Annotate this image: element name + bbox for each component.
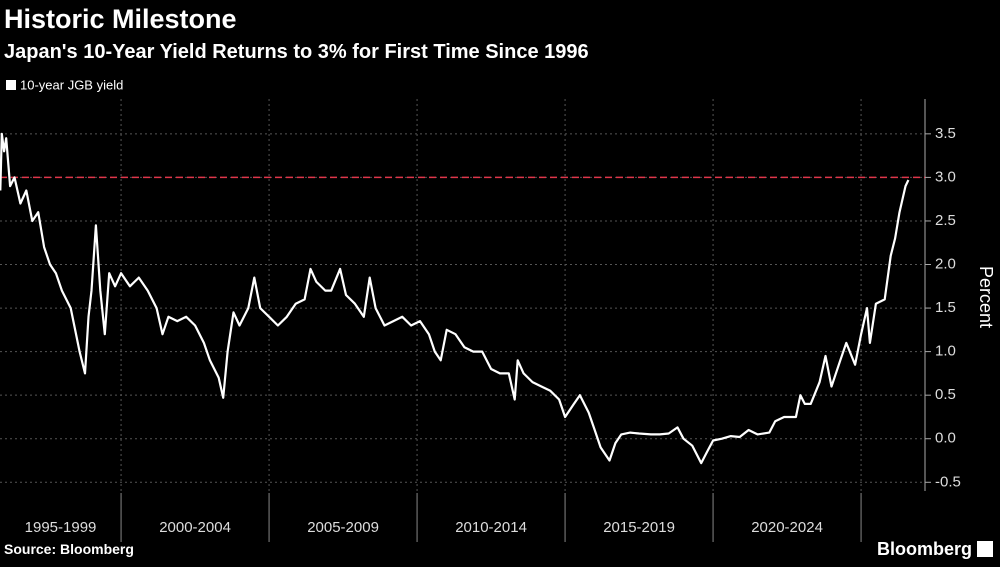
x-period-label: 2015-2019	[603, 519, 675, 536]
brand-icon	[977, 541, 993, 557]
x-period-label: 2000-2004	[159, 519, 231, 536]
chart-title: Historic Milestone	[4, 4, 237, 34]
y-tick-label: 2.0	[935, 255, 956, 272]
source: Source: Bloomberg	[4, 541, 134, 557]
x-period-label: 2010-2014	[455, 519, 527, 536]
y-tick-label: 0.5	[935, 386, 956, 403]
x-period-label: 2005-2009	[307, 519, 379, 536]
data-line	[0, 132, 910, 465]
y-tick-label: 1.5	[935, 299, 956, 316]
x-period-label: 1995-1999	[25, 519, 97, 536]
y-tick-label: 3.5	[935, 125, 956, 142]
y-tick-label: 2.5	[935, 212, 956, 229]
y-axis-label: Percent	[976, 266, 996, 328]
brand: Bloomberg	[877, 539, 972, 559]
legend-label: 10-year JGB yield	[20, 77, 123, 92]
x-period-label: 2020-2024	[751, 519, 823, 536]
y-tick-label: 1.0	[935, 343, 956, 360]
chart-subtitle: Japan's 10-Year Yield Returns to 3% for …	[4, 41, 589, 63]
legend-swatch	[6, 80, 16, 90]
y-tick-label: 3.0	[935, 168, 956, 185]
y-tick-label: -0.5	[935, 473, 961, 490]
y-tick-label: 0.0	[935, 430, 956, 447]
